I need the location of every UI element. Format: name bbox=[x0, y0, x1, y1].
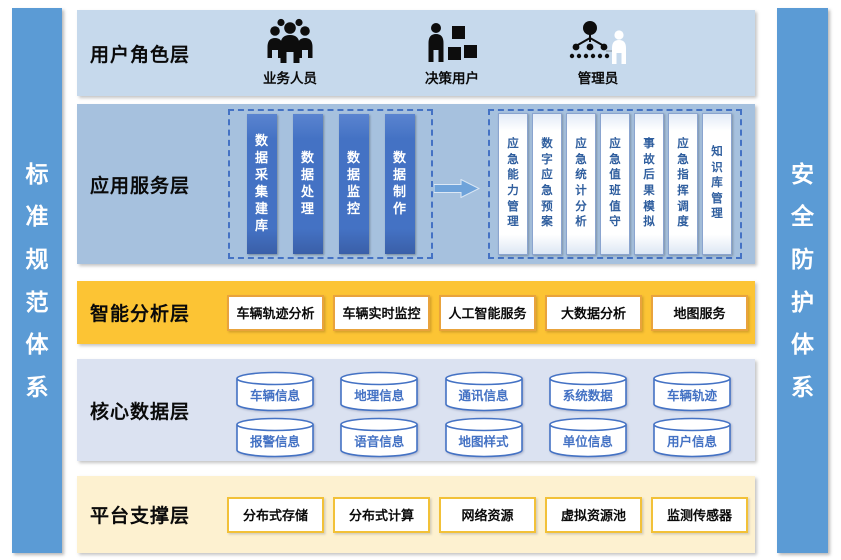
database-cylinder-icon: 地理信息 bbox=[339, 371, 419, 412]
left-pillar-standards: 标准规范体系 bbox=[12, 8, 62, 553]
role-label: 业务人员 bbox=[263, 71, 317, 86]
database-label: 车辆轨迹 bbox=[666, 389, 717, 403]
layer-platform: 平台支撑层 分布式存储 分布式计算 网络资源 虚拟资源池 监测传感器 bbox=[77, 476, 755, 553]
emergency-app-label: 知识库管理 bbox=[711, 146, 723, 221]
pipeline-bar: 数据监控 bbox=[338, 114, 369, 254]
emergency-app-bar: 应急指挥调度 bbox=[668, 113, 698, 255]
emergency-app-bar: 应急统计分析 bbox=[566, 113, 596, 255]
layer-analysis: 智能分析层 车辆轨迹分析 车辆实时监控 人工智能服务 大数据分析 地图服务 bbox=[77, 281, 755, 344]
right-arrow-icon bbox=[433, 178, 481, 203]
layer-app-service: 应用服务层 数据采集建库 数据处理 数据监控 数据制作 应急能力管理 数字应急预… bbox=[77, 104, 755, 264]
pipeline-bar-label: 数据监控 bbox=[347, 150, 361, 216]
pipeline-bar: 数据采集建库 bbox=[246, 114, 277, 254]
emergency-app-bar: 应急能力管理 bbox=[498, 113, 528, 255]
right-pillar-label: 安全防护体系 bbox=[791, 160, 814, 400]
database-cylinder-icon: 用户信息 bbox=[652, 417, 732, 458]
platform-resource-chip: 虚拟资源池 bbox=[545, 496, 642, 533]
analysis-service-chip: 车辆轨迹分析 bbox=[227, 294, 324, 331]
emergency-app-label: 数字应急预案 bbox=[541, 138, 553, 229]
layer-platform-label: 平台支撑层 bbox=[90, 506, 191, 527]
analysis-service-chip: 车辆实时监控 bbox=[333, 294, 430, 331]
emergency-apps-group: 应急能力管理 数字应急预案 应急统计分析 应急值班值守 事故后果模拟 应急指挥调… bbox=[488, 109, 742, 259]
layer-user-role-label: 用户角色层 bbox=[90, 44, 191, 66]
database-cylinder-icon: 单位信息 bbox=[548, 417, 628, 458]
pipeline-bar: 数据处理 bbox=[292, 114, 323, 254]
emergency-app-label: 应急统计分析 bbox=[575, 138, 587, 229]
emergency-app-label: 事故后果模拟 bbox=[643, 138, 655, 229]
database-cylinder-icon: 通讯信息 bbox=[444, 371, 524, 412]
data-pipeline-group: 数据采集建库 数据处理 数据监控 数据制作 bbox=[228, 109, 433, 259]
role-business-personnel: 业务人员 bbox=[230, 16, 350, 87]
database-label: 通讯信息 bbox=[458, 389, 509, 403]
role-administrator: 管理员 bbox=[538, 16, 658, 87]
platform-resource-chip: 网络资源 bbox=[439, 496, 536, 533]
analysis-services-row: 车辆轨迹分析 车辆实时监控 人工智能服务 大数据分析 地图服务 bbox=[227, 281, 748, 344]
analysis-service-chip: 大数据分析 bbox=[545, 294, 642, 331]
role-label: 决策用户 bbox=[425, 71, 479, 86]
platform-resources-row: 分布式存储 分布式计算 网络资源 虚拟资源池 监测传感器 bbox=[227, 476, 748, 553]
emergency-app-bar: 知识库管理 bbox=[702, 113, 732, 255]
database-label: 车辆信息 bbox=[249, 389, 300, 403]
pipeline-bar-label: 数据制作 bbox=[393, 150, 407, 216]
emergency-app-label: 应急能力管理 bbox=[507, 138, 519, 229]
database-cylinder-icon: 语音信息 bbox=[339, 417, 419, 458]
layer-user-role: 用户角色层 业务人员 bbox=[77, 10, 755, 96]
emergency-app-bar: 数字应急预案 bbox=[532, 113, 562, 255]
database-label: 语音信息 bbox=[354, 435, 405, 449]
platform-resource-chip: 分布式计算 bbox=[333, 496, 430, 533]
emergency-app-label: 应急指挥调度 bbox=[677, 138, 689, 229]
person-blocks-icon bbox=[426, 16, 478, 64]
role-label: 管理员 bbox=[577, 71, 619, 86]
role-decision-user: 决策用户 bbox=[392, 16, 512, 87]
org-chart-person-icon bbox=[568, 16, 628, 64]
database-cylinder-icon: 系统数据 bbox=[548, 371, 628, 412]
pipeline-bar-label: 数据处理 bbox=[301, 150, 315, 216]
database-cylinder-icon: 地图样式 bbox=[444, 417, 524, 458]
database-label: 报警信息 bbox=[249, 435, 300, 449]
people-group-icon bbox=[264, 16, 316, 64]
database-cylinder-icon: 报警信息 bbox=[235, 417, 315, 458]
pipeline-bar: 数据制作 bbox=[384, 114, 415, 254]
pipeline-bar-label: 数据采集建库 bbox=[255, 133, 269, 233]
database-cylinder-icon: 车辆信息 bbox=[235, 371, 315, 412]
analysis-service-chip: 人工智能服务 bbox=[439, 294, 536, 331]
emergency-app-bar: 事故后果模拟 bbox=[634, 113, 664, 255]
database-label: 系统数据 bbox=[562, 389, 613, 403]
layer-core-data: 核心数据层 车辆信息 地理信息 通讯信息 系统数据 车辆轨迹 bbox=[77, 359, 755, 461]
analysis-service-chip: 地图服务 bbox=[651, 294, 748, 331]
database-grid: 车辆信息 地理信息 通讯信息 系统数据 车辆轨迹 报警信息 bbox=[235, 371, 732, 458]
database-cylinder-icon: 车辆轨迹 bbox=[652, 371, 732, 412]
layer-analysis-label: 智能分析层 bbox=[90, 304, 191, 325]
platform-resource-chip: 分布式存储 bbox=[227, 496, 324, 533]
database-label: 单位信息 bbox=[562, 435, 613, 449]
left-pillar-label: 标准规范体系 bbox=[25, 160, 49, 400]
platform-resource-chip: 监测传感器 bbox=[651, 496, 748, 533]
layer-core-data-label: 核心数据层 bbox=[90, 401, 191, 423]
right-pillar-security: 安全防护体系 bbox=[777, 8, 828, 553]
emergency-app-bar: 应急值班值守 bbox=[600, 113, 630, 255]
database-label: 用户信息 bbox=[666, 435, 717, 449]
database-label: 地理信息 bbox=[354, 389, 405, 403]
emergency-app-label: 应急值班值守 bbox=[609, 138, 621, 229]
database-label: 地图样式 bbox=[458, 435, 509, 449]
layer-app-service-label: 应用服务层 bbox=[90, 175, 191, 197]
